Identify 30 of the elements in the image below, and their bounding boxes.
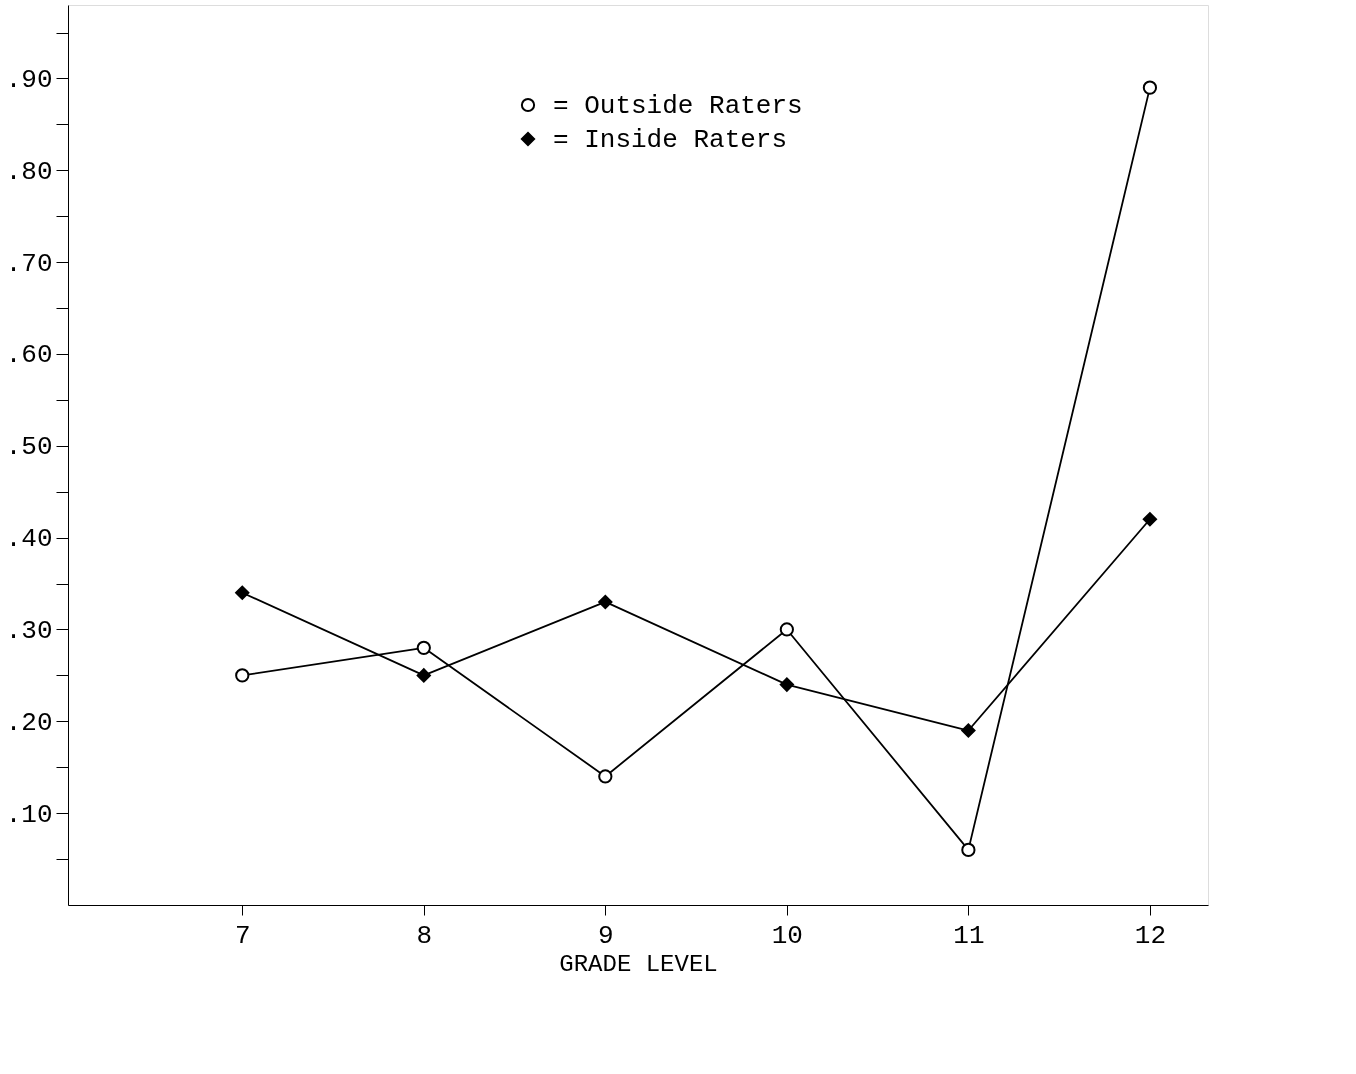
x-axis-title: GRADE LEVEL [559,950,718,978]
y-tick-label: .20 [5,707,53,738]
point [235,668,250,683]
point [1142,512,1158,527]
x-tick-label: 11 [953,920,985,951]
x-tick-label: 9 [598,920,614,951]
point [961,723,976,738]
point [416,668,431,683]
point [598,769,613,784]
point [779,622,794,637]
point [598,594,613,610]
point [779,677,794,692]
point [961,842,976,858]
y-tick-label: .50 [5,432,53,463]
point [235,585,250,600]
x-tick-label: 7 [234,920,251,951]
y-tick-label: .60 [5,340,53,371]
x-tick-label: 10 [771,920,803,951]
x-tick-label: 8 [416,920,433,951]
y-tick-label: .40 [5,524,53,555]
legend-label: = Inside Raters [553,125,788,155]
y-tick-label: .70 [5,248,53,279]
y-tick-label: .10 [5,799,53,830]
legend-label: = Outside Raters [553,91,803,121]
point [416,640,431,655]
x-tick-label: 12 [1134,920,1167,951]
point [1142,80,1158,95]
y-tick-label: .80 [5,156,53,187]
y-tick-label: .90 [5,64,53,95]
y-tick-label: .30 [5,615,53,646]
